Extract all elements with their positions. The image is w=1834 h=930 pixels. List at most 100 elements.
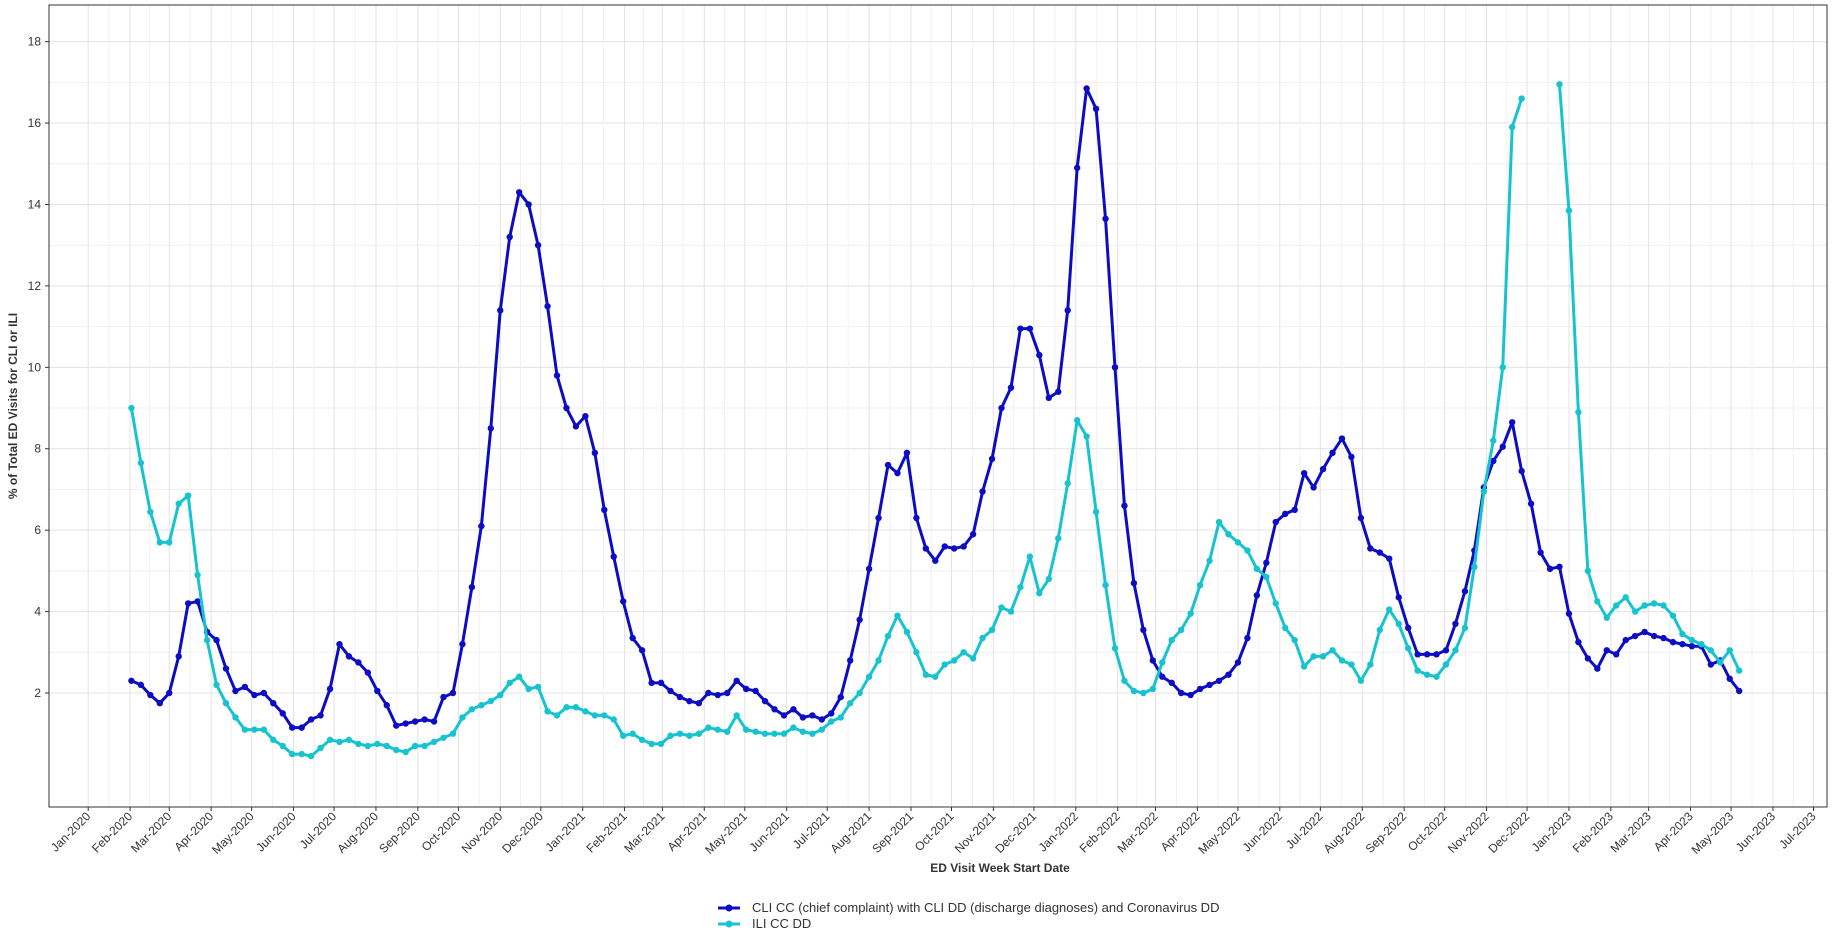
data-point: [856, 616, 863, 623]
data-point: [1140, 626, 1147, 634]
data-point: [1679, 630, 1686, 638]
data-point: [638, 647, 646, 654]
data-point: [676, 693, 684, 701]
data-point: [487, 697, 494, 705]
data-point: [449, 689, 457, 697]
data-point: [667, 732, 674, 739]
data-point: [610, 716, 617, 723]
data-point: [828, 718, 835, 725]
data-point: [393, 746, 400, 754]
data-point: [667, 687, 674, 695]
series-line: [129, 98, 1524, 758]
data-point: [563, 704, 570, 711]
data-point: [610, 553, 617, 560]
data-point: [1215, 677, 1223, 684]
data-point: [1499, 443, 1506, 450]
data-point: [222, 699, 230, 707]
data-point: [1518, 95, 1525, 102]
data-point: [657, 740, 665, 748]
data-point: [166, 539, 173, 546]
data-point: [213, 636, 220, 644]
data-point: [534, 241, 542, 249]
data-point: [1045, 394, 1052, 402]
data-point: [1707, 661, 1715, 668]
data-point: [903, 628, 911, 636]
data-point: [1442, 647, 1450, 654]
data-point: [1367, 661, 1374, 668]
y-tick-label: 8: [34, 442, 41, 456]
legend-label: ILI CC DD: [752, 916, 811, 930]
data-point: [1244, 634, 1251, 642]
data-point: [1310, 484, 1317, 491]
data-point: [1480, 488, 1488, 495]
data-point: [1518, 467, 1525, 475]
data-point: [620, 732, 627, 739]
data-point: [128, 677, 135, 684]
data-point: [913, 514, 920, 522]
data-point: [714, 691, 721, 699]
data-point: [941, 661, 948, 668]
data-point: [1565, 207, 1573, 214]
data-point: [1348, 661, 1355, 668]
data-point: [1423, 671, 1431, 678]
data-point: [1300, 663, 1308, 670]
data-point: [922, 671, 930, 678]
data-point: [657, 679, 665, 687]
data-point: [1272, 600, 1279, 607]
data-point: [733, 677, 740, 684]
x-tick-label: Dec-2020: [499, 809, 546, 856]
data-point: [374, 687, 381, 695]
data-point: [1017, 583, 1024, 591]
x-tick-label: Jun-2022: [1240, 809, 1286, 855]
data-point: [941, 543, 948, 550]
x-tick-label: Aug-2022: [1321, 809, 1368, 856]
data-point: [903, 449, 911, 457]
data-point: [222, 665, 230, 672]
data-point: [1386, 606, 1393, 613]
data-point: [733, 712, 740, 719]
data-point: [1575, 638, 1582, 646]
data-point: [856, 689, 863, 697]
data-point: [260, 726, 268, 733]
x-tick-label: Jan-2023: [1529, 809, 1575, 855]
data-point: [156, 699, 163, 707]
data-point: [884, 461, 892, 469]
series-line: [1557, 84, 1741, 672]
data-point: [1414, 667, 1421, 674]
data-point: [752, 687, 759, 695]
x-tick-label: Aug-2021: [828, 809, 875, 856]
data-point: [440, 734, 447, 741]
data-point: [676, 730, 684, 737]
data-point: [1613, 651, 1620, 658]
data-point: [1168, 636, 1175, 644]
data-point: [317, 712, 324, 719]
data-point: [1159, 673, 1166, 680]
data-point: [1111, 364, 1119, 371]
data-point: [1319, 653, 1327, 660]
data-point: [638, 736, 646, 744]
data-point: [1622, 636, 1629, 644]
x-tick-label: Jun-2023: [1733, 809, 1779, 855]
data-point: [714, 726, 721, 733]
y-axis-label: % of Total ED Visits for CLI or ILI: [6, 313, 20, 499]
legend-marker: [725, 920, 733, 928]
data-point: [544, 708, 551, 715]
data-point: [1679, 640, 1686, 648]
data-point: [790, 706, 797, 713]
data-point: [364, 742, 372, 750]
data-point: [355, 740, 362, 748]
data-point: [279, 742, 286, 750]
data-point: [591, 712, 599, 719]
data-point: [241, 726, 249, 733]
data-point: [1253, 592, 1261, 599]
data-point: [1064, 480, 1071, 487]
data-point: [1026, 553, 1034, 560]
data-point: [1509, 123, 1516, 131]
data-point: [1631, 632, 1639, 640]
data-point: [203, 636, 211, 644]
data-point: [317, 744, 324, 752]
data-point: [525, 201, 532, 208]
data-point: [534, 683, 542, 691]
data-point: [515, 189, 523, 196]
